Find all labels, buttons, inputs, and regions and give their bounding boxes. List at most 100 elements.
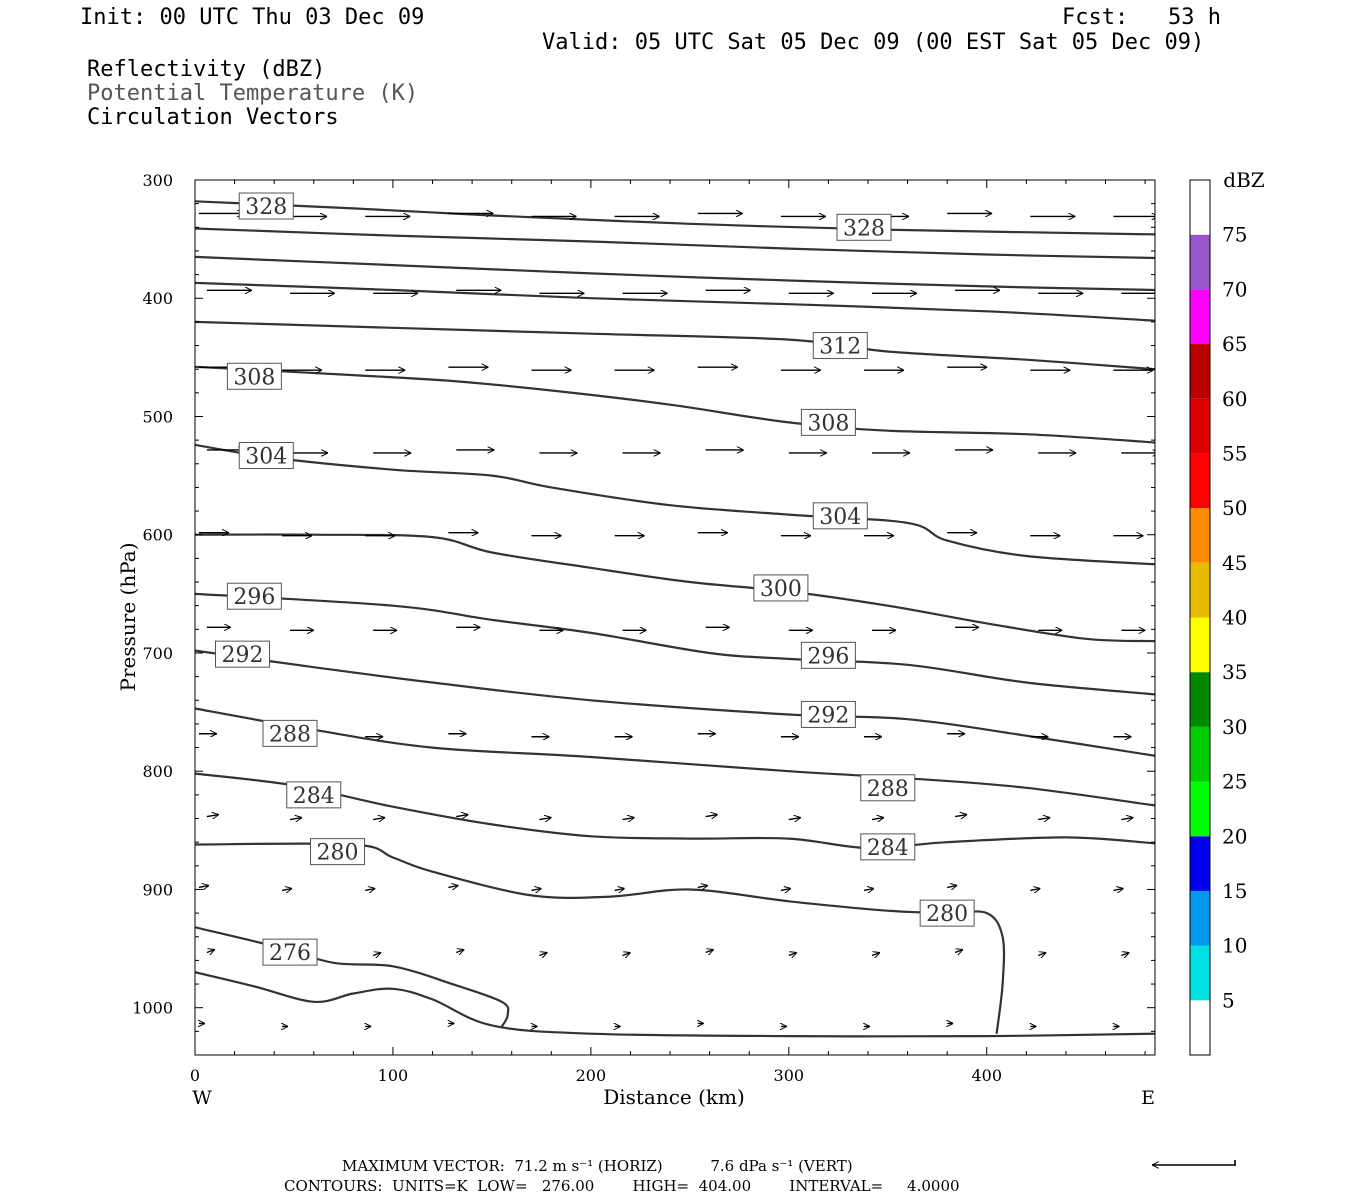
x-tick-label: 300 xyxy=(774,1066,805,1085)
field-label-vectors: Circulation Vectors xyxy=(87,105,339,130)
x-axis-title: Distance (km) xyxy=(603,1085,745,1109)
plot-area xyxy=(195,180,1155,1055)
plot-frame xyxy=(194,179,1156,1056)
colorbar-tick-label: 10 xyxy=(1222,934,1247,958)
contour-label: 308 xyxy=(226,362,282,390)
colorbar-tick-label: 5 xyxy=(1222,988,1235,1012)
circulation-vector xyxy=(705,949,714,952)
circulation-vector xyxy=(1037,952,1046,955)
contour-label: 280 xyxy=(919,899,975,927)
svg-text:292: 292 xyxy=(807,703,849,728)
colorbar-tick-label: 45 xyxy=(1222,551,1247,575)
isentrope-contours xyxy=(195,200,1155,1038)
isentrope-324 xyxy=(195,227,1155,260)
circulation-vector xyxy=(954,949,963,952)
colorbar-tick-label: 60 xyxy=(1222,387,1247,411)
svg-text:292: 292 xyxy=(222,643,264,668)
y-axis: 300 400 500 600 700 800 900 1000 xyxy=(132,171,1155,1032)
circulation-vector xyxy=(871,818,884,820)
isentrope-272 xyxy=(195,971,1155,1038)
colorbar-segment xyxy=(1190,180,1210,235)
svg-text:284: 284 xyxy=(867,836,909,861)
circulation-vector xyxy=(1038,818,1050,820)
circulation-vector xyxy=(206,949,215,952)
isentrope-304 xyxy=(195,443,1155,566)
contour-label: 304 xyxy=(238,442,294,470)
contour-label: 308 xyxy=(800,408,856,436)
colorbar-segment xyxy=(1190,672,1210,727)
colorbar-tick-label: 15 xyxy=(1222,879,1247,903)
isentrope-328 xyxy=(195,200,1155,236)
contour-label: 328 xyxy=(238,192,294,220)
svg-text:296: 296 xyxy=(233,585,275,610)
colorbar-segment xyxy=(1190,836,1210,891)
circulation-vector xyxy=(697,885,708,887)
colorbar-segment xyxy=(1190,508,1210,563)
circulation-vector xyxy=(614,888,625,890)
contour-label: 292 xyxy=(800,700,856,728)
forecast-hour: Fcst: 53 h xyxy=(1062,5,1221,30)
x-tick-label: 400 xyxy=(971,1066,1002,1085)
y-tick-label: 300 xyxy=(142,171,173,190)
contour-label: 284 xyxy=(286,781,342,809)
y-tick-label: 1000 xyxy=(132,999,173,1018)
circulation-vector xyxy=(206,815,219,817)
circulation-vector xyxy=(1113,888,1123,890)
circulation-vector xyxy=(954,815,967,817)
y-tick-label: 800 xyxy=(142,762,173,781)
circulation-vector xyxy=(622,818,635,820)
circulation-vector xyxy=(871,952,880,955)
colorbar-tick-label: 40 xyxy=(1222,606,1247,630)
west-label: W xyxy=(192,1087,212,1109)
colorbar-segment xyxy=(1190,1000,1210,1055)
circulation-vector xyxy=(1121,952,1129,955)
circulation-vector xyxy=(539,952,547,955)
colorbar-tick-label: 30 xyxy=(1222,715,1247,739)
field-label-reflectivity: Reflectivity (dBZ) xyxy=(87,57,326,82)
circulation-vector xyxy=(788,952,797,955)
circulation-vector xyxy=(788,818,801,820)
colorbar-title: dBZ xyxy=(1223,168,1265,192)
circulation-vector xyxy=(531,888,541,890)
svg-text:300: 300 xyxy=(760,577,802,602)
y-tick-label: 700 xyxy=(142,644,173,663)
field-label-theta: Potential Temperature (K) xyxy=(87,81,419,106)
contour-label: 280 xyxy=(310,838,366,866)
colorbar-tick-label: 65 xyxy=(1222,332,1247,356)
isentrope-292 xyxy=(195,649,1155,757)
colorbar-tick-label: 25 xyxy=(1222,770,1247,794)
circulation-vector xyxy=(622,952,631,955)
svg-text:276: 276 xyxy=(269,941,311,966)
colorbar-segment xyxy=(1190,726,1210,782)
isentrope-296 xyxy=(195,592,1155,696)
isentrope-288 xyxy=(195,707,1155,807)
colorbar: 5 10 15 20 25 30 35 40 45 50 55 60 65 70 75 xyxy=(1189,179,1247,1056)
contour-label: 276 xyxy=(262,938,318,966)
colorbar-tick-label: 35 xyxy=(1222,660,1247,684)
circulation-vector xyxy=(456,815,468,817)
contour-label: 328 xyxy=(836,213,892,241)
isentrope-316 xyxy=(195,281,1155,322)
circulation-vector xyxy=(1121,818,1133,820)
svg-text:284: 284 xyxy=(293,784,335,809)
y-tick-label: 500 xyxy=(142,407,173,426)
svg-text:280: 280 xyxy=(317,841,359,866)
contour-label: 304 xyxy=(812,502,868,530)
contour-label: 288 xyxy=(262,719,318,747)
colorbar-frame xyxy=(1189,179,1211,1056)
init-time: Init: 00 UTC Thu 03 Dec 09 xyxy=(80,5,425,30)
valid-time: Valid: 05 UTC Sat 05 Dec 09 (00 EST Sat … xyxy=(542,30,1205,55)
colorbar-tick-label: 75 xyxy=(1222,223,1247,247)
svg-text:288: 288 xyxy=(269,722,311,747)
circulation-vector xyxy=(780,888,791,890)
colorbar-segment xyxy=(1190,890,1210,946)
contour-label: 284 xyxy=(860,833,916,861)
isentrope-308 xyxy=(195,365,1155,444)
isentrope-284 xyxy=(195,772,1155,850)
circulation-vector xyxy=(365,888,375,890)
maximum-vector-text: MAXIMUM VECTOR: 71.2 m s⁻¹ (HORIZ) 7.6 d… xyxy=(342,1157,853,1175)
circulation-vectors xyxy=(199,213,1155,1026)
circulation-vector xyxy=(456,949,464,952)
circulation-vector xyxy=(947,885,957,887)
y-tick-label: 900 xyxy=(142,880,173,899)
